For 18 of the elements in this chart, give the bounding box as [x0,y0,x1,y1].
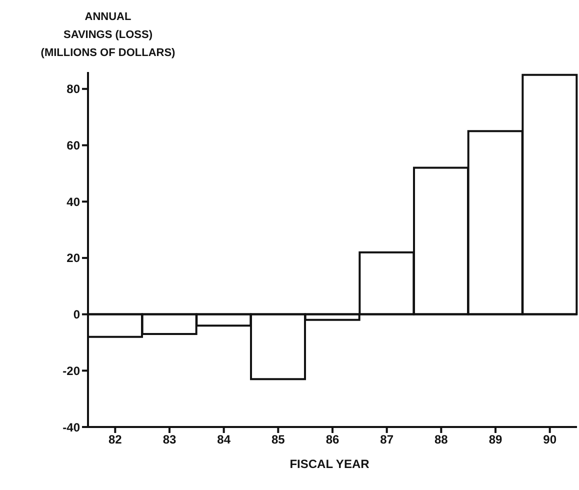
y-tick-label: -40 [62,420,80,434]
x-tick-label: 90 [543,432,557,447]
x-tick-label: 86 [326,432,340,447]
y-tick-label: 80 [66,82,80,96]
x-tick-label: 85 [271,432,286,447]
x-tick-label: 87 [380,432,394,447]
x-tick-label: 82 [108,432,122,447]
y-axis-title: ANNUAL SAVINGS (LOSS) (MILLIONS OF DOLLARS) [40,10,176,61]
y-tick-label: 0 [73,308,80,322]
x-tick-label: 89 [488,432,502,447]
x-tick-label: 84 [217,432,231,447]
x-tick-label: 83 [162,432,176,447]
x-axis-title: FISCAL YEAR [288,457,370,471]
y-tick-label: -20 [62,364,80,378]
y-tick-label: 20 [66,251,80,266]
y-tick-label: 40 [66,194,80,209]
x-tick-label: 88 [434,432,448,447]
y-tick-label: 60 [66,138,80,153]
